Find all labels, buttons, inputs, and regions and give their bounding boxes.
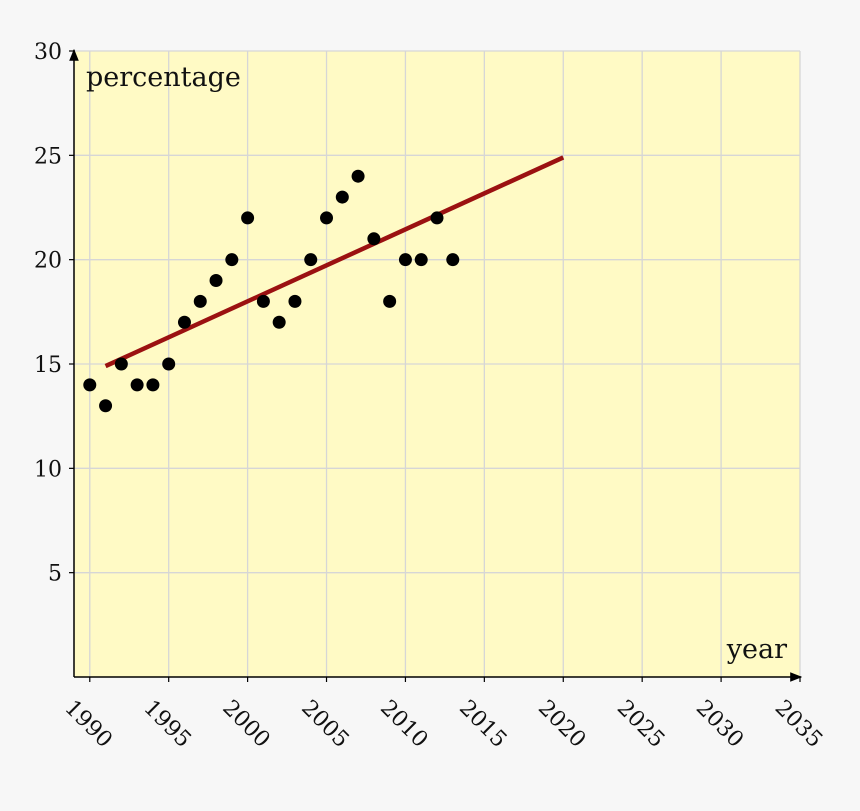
x-tick-label: 1990 — [60, 696, 117, 753]
data-point — [446, 253, 460, 267]
data-point — [272, 315, 286, 329]
grid-lines — [74, 50, 801, 677]
data-point — [146, 378, 160, 392]
data-point — [288, 294, 302, 308]
x-tick-label: 2020 — [533, 696, 590, 753]
y-tick-label: 20 — [34, 249, 62, 274]
x-tick-label: 2025 — [612, 696, 669, 753]
data-point — [225, 253, 239, 267]
data-point — [162, 357, 176, 371]
data-point — [177, 315, 191, 329]
x-tick-label: 2000 — [217, 696, 274, 753]
x-tick-label: 2010 — [375, 696, 432, 753]
data-points — [83, 169, 460, 413]
y-tick-label: 10 — [34, 457, 62, 482]
data-point — [241, 211, 255, 225]
x-axis-title: year — [726, 634, 787, 665]
x-tick-label: 1995 — [138, 696, 195, 753]
data-point — [320, 211, 334, 225]
data-point — [114, 357, 128, 371]
y-tick-label: 5 — [48, 562, 62, 587]
data-point — [351, 169, 365, 183]
data-point — [335, 190, 349, 204]
data-point — [256, 294, 270, 308]
data-point — [430, 211, 444, 225]
x-tick-label: 2005 — [296, 696, 353, 753]
data-point — [209, 274, 223, 288]
y-tick-label: 25 — [34, 144, 62, 169]
data-point — [193, 294, 207, 308]
x-tick-label: 2015 — [454, 696, 511, 753]
x-tick-label: 2030 — [691, 696, 748, 753]
x-tick-label: 2035 — [770, 696, 827, 753]
y-tick-labels: 5 10 15 20 25 30 — [34, 40, 62, 587]
axes — [69, 48, 803, 682]
data-point — [130, 378, 144, 392]
trend-line — [104, 155, 565, 369]
data-point — [414, 253, 428, 267]
y-tick-label: 30 — [34, 40, 62, 65]
data-point — [83, 378, 97, 392]
data-point — [398, 253, 412, 267]
y-axis-title: percentage — [86, 62, 241, 93]
x-tick-labels: 1990 1995 2000 2005 2010 2015 2020 2025 2030 2035 — [60, 696, 827, 753]
data-point — [367, 232, 381, 246]
y-tick-label: 15 — [34, 353, 62, 378]
data-point — [99, 399, 113, 413]
data-point — [383, 294, 397, 308]
data-point — [304, 253, 318, 267]
trend-line-group — [104, 155, 565, 369]
